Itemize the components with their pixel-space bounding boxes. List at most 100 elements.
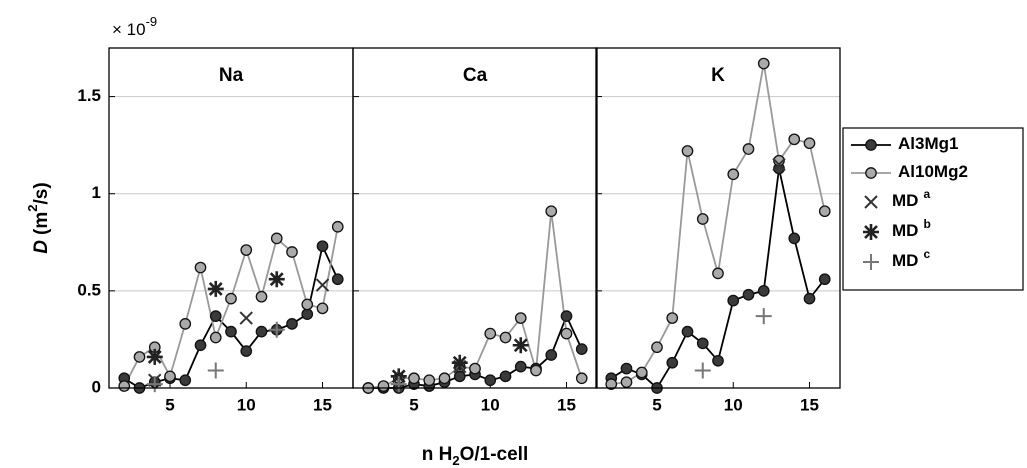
series-line	[368, 211, 583, 389]
data-point	[133, 351, 146, 363]
y-axis-label: D (m2/s)	[25, 182, 52, 253]
x-axis-label: n H2O/1-cell	[422, 444, 529, 468]
data-point	[225, 325, 237, 338]
legend-name: MD	[892, 221, 918, 240]
data-point	[712, 267, 724, 280]
data-point	[681, 145, 694, 157]
data-point	[301, 298, 314, 311]
multiplier-base: × 10	[112, 20, 146, 39]
data-point	[620, 376, 633, 389]
data-point	[268, 321, 285, 338]
legend-label: Al3Mg1	[898, 134, 958, 153]
multiplier-exp: -9	[146, 14, 158, 29]
data-point	[635, 366, 648, 379]
data-point	[268, 271, 285, 288]
panel-frame	[595, 47, 841, 389]
data-point	[694, 362, 711, 379]
data-point	[316, 302, 329, 315]
data-point	[331, 273, 344, 286]
x-label-end: O/1-cell	[460, 444, 529, 465]
y-label-symbol: D	[31, 240, 52, 254]
data-point	[484, 327, 497, 340]
x-tick-label: 10	[724, 395, 743, 414]
x-label-sub: 2	[452, 453, 459, 468]
legend-symbol	[863, 254, 879, 270]
data-point	[270, 232, 283, 245]
data-point	[377, 380, 390, 392]
y-tick-label: 1	[92, 183, 101, 202]
multiplier: × 10-9	[112, 14, 157, 39]
panel-title: Ca	[463, 65, 488, 86]
data-point	[390, 376, 407, 393]
data-point	[315, 278, 330, 292]
data-point	[331, 220, 344, 233]
data-point	[209, 310, 222, 322]
data-point	[179, 318, 192, 330]
legend-label: MD b	[892, 217, 931, 240]
data-point	[301, 308, 314, 321]
data-point	[742, 143, 755, 155]
data-point	[469, 362, 481, 375]
panel-title: Na	[219, 65, 244, 86]
x-label-start: n H	[422, 444, 453, 465]
data-point	[818, 273, 831, 286]
data-point	[240, 345, 253, 357]
data-point	[803, 292, 816, 305]
data-point	[788, 133, 801, 146]
data-point	[240, 244, 253, 256]
x-tick-label: 10	[481, 395, 500, 414]
data-point	[727, 168, 740, 181]
data-point	[742, 288, 755, 301]
data-point	[545, 205, 558, 218]
data-point	[560, 327, 573, 340]
legend-symbol	[865, 139, 877, 151]
legend-name: Al10Mg2	[898, 162, 968, 181]
data-point	[207, 362, 224, 379]
data-point	[727, 294, 740, 307]
data-point	[757, 57, 770, 70]
data-point	[209, 331, 222, 344]
legend-symbol	[864, 195, 878, 209]
data-point	[788, 232, 801, 245]
data-point	[194, 261, 207, 274]
data-point	[651, 341, 663, 354]
data-point	[451, 354, 468, 371]
data-point	[560, 310, 573, 322]
x-tick-label: 15	[557, 395, 576, 414]
panel-frame	[352, 47, 598, 389]
data-point	[408, 372, 420, 385]
data-point	[484, 374, 497, 387]
data-point	[757, 285, 770, 297]
data-point	[146, 376, 163, 393]
x-tick-label: 5	[165, 395, 174, 414]
data-point	[423, 374, 436, 387]
y-label-unit: (m	[31, 212, 52, 235]
y-tick-label: 1.5	[77, 86, 101, 105]
legend-sup: c	[923, 247, 930, 261]
data-point	[514, 312, 527, 324]
legend-sup: a	[923, 187, 930, 201]
series-line	[611, 63, 826, 386]
x-tick-label: 5	[409, 395, 418, 414]
y-tick-label: 0	[92, 377, 101, 396]
data-point	[179, 374, 192, 387]
data-point	[316, 240, 329, 253]
data-point	[453, 370, 466, 383]
legend-label: MD a	[892, 187, 930, 210]
data-point	[575, 372, 588, 385]
y-label-unit-end: /s)	[31, 182, 52, 204]
data-point	[239, 311, 253, 325]
legend-sup: b	[923, 217, 930, 231]
data-point	[146, 348, 163, 365]
data-point	[620, 362, 633, 375]
x-tick-label: 5	[652, 395, 661, 414]
data-point	[818, 205, 831, 218]
data-point	[499, 370, 512, 383]
data-point	[514, 360, 527, 373]
data-point	[194, 339, 207, 352]
legend-name: MD	[892, 191, 918, 210]
panel-title: K	[711, 65, 725, 86]
data-point	[164, 370, 176, 383]
x-tick-label: 15	[800, 395, 819, 414]
